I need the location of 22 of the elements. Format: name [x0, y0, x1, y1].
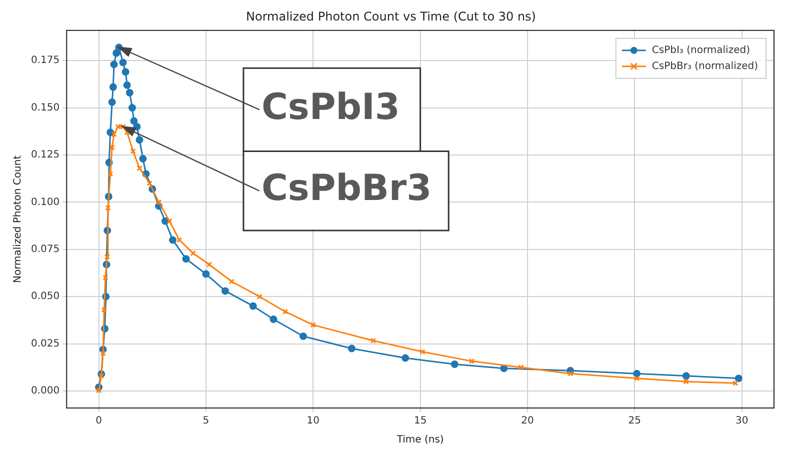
- y-tick-label: 0.125: [30, 150, 60, 161]
- y-tick-label: 0.075: [30, 244, 60, 255]
- x-tick-label: 10: [306, 416, 320, 427]
- y-tick-label: 0.100: [30, 196, 60, 208]
- y-tick-label: 0.025: [30, 338, 60, 350]
- legend-label: CsPbI₃ (normalized): [652, 44, 750, 56]
- x-tick-label: 30: [735, 416, 748, 427]
- annotation: CsPbI3: [261, 87, 400, 128]
- chart-title: Normalized Photon Count vs Time (Cut to 30 ns): [246, 9, 536, 24]
- x-tick-label: 5: [202, 416, 210, 427]
- x-axis-title: Time (ns): [396, 434, 444, 446]
- y-tick-label: 0.175: [30, 55, 60, 66]
- y-tick-label: 0.000: [30, 386, 60, 397]
- y-tick-label: 0.150: [30, 102, 60, 114]
- y-axis-title: Normalized Photon Count: [12, 155, 24, 284]
- x-tick-label: 15: [414, 416, 427, 427]
- x-tick-label: 25: [628, 416, 642, 427]
- annotation: CsPbBr3: [261, 168, 432, 210]
- legend-label: CsPbBr₃ (normalized): [652, 60, 758, 72]
- x-tick-label: 20: [521, 416, 534, 427]
- x-tick-label: 0: [96, 416, 102, 427]
- y-tick-label: 0.050: [30, 291, 60, 302]
